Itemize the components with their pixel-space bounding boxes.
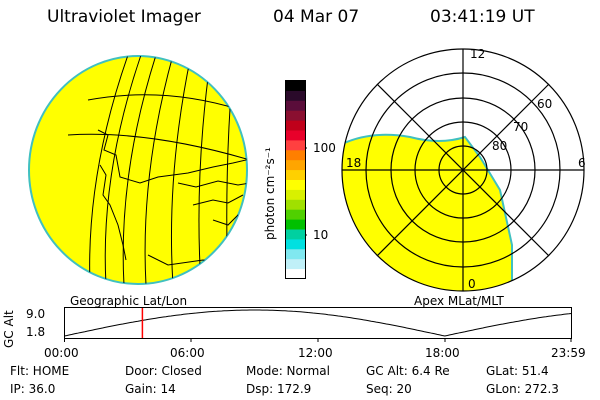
colorbar-stripe bbox=[286, 90, 305, 102]
colorbar-stripe bbox=[286, 180, 305, 191]
lat-label-80: 80 bbox=[492, 139, 508, 153]
instrument-title: Ultraviolet Imager bbox=[47, 7, 201, 27]
colorbar-tick-10: 10 bbox=[313, 228, 329, 242]
colorbar-stripe bbox=[286, 209, 305, 221]
timeline-left-label: Geographic Lat/Lon bbox=[70, 294, 188, 308]
timeline-x-tick-1200: 12:00 bbox=[298, 346, 333, 360]
altitude-curve bbox=[64, 309, 572, 337]
timeline-right-label: Apex MLat/MLT bbox=[414, 294, 504, 308]
mlt-label-12: 12 bbox=[470, 47, 486, 61]
colorbar-stripe bbox=[286, 219, 305, 230]
info-glat: GLat: 51.4 bbox=[486, 364, 549, 378]
colorbar-stripe bbox=[286, 239, 305, 250]
timeline-x-tick-0000: 00:00 bbox=[44, 346, 79, 360]
colorbar-stripe bbox=[286, 130, 305, 141]
info-gc-alt: GC Alt: 6.4 Re bbox=[366, 364, 450, 378]
colorbar-stripe bbox=[286, 259, 305, 270]
mlt-line-diag-2 bbox=[376, 83, 550, 257]
colorbar-stripe bbox=[286, 189, 305, 201]
colorbar-stripe bbox=[286, 81, 305, 92]
colorbar-unit-label: photon cm⁻²s⁻¹ bbox=[263, 147, 277, 240]
colorbar bbox=[285, 80, 307, 280]
colorbar-stripe bbox=[286, 249, 305, 260]
colorbar-stripe bbox=[286, 150, 305, 161]
geographic-image bbox=[28, 55, 248, 285]
timeline-y-tick-high: 9.0 bbox=[26, 307, 46, 321]
lat-label-60: 60 bbox=[537, 97, 553, 111]
info-flight: Flt: HOME bbox=[10, 364, 70, 378]
info-ip: IP: 36.0 bbox=[10, 382, 56, 396]
date-label: 04 Mar 07 bbox=[273, 7, 360, 27]
polar-plot bbox=[341, 48, 585, 292]
timeline-plot bbox=[64, 307, 572, 342]
colorbar-stripe bbox=[286, 120, 305, 131]
timeline-x-tick-1800: 18:00 bbox=[425, 346, 460, 360]
info-dsp: Dsp: 172.9 bbox=[246, 382, 312, 396]
timeline-y-axis-label: GC Alt bbox=[2, 310, 16, 348]
colorbar-stripe bbox=[286, 229, 305, 240]
geo-disc bbox=[28, 55, 248, 285]
mlt-label-6: 6 bbox=[578, 156, 586, 170]
colorbar-tick-100: 100 bbox=[313, 141, 336, 155]
colorbar-stripe bbox=[286, 140, 305, 151]
info-door: Door: Closed bbox=[125, 364, 202, 378]
info-gain: Gain: 14 bbox=[125, 382, 176, 396]
timeline-y-tick-low: 1.8 bbox=[26, 325, 46, 339]
info-glon: GLon: 272.3 bbox=[486, 382, 559, 396]
colorbar-stripe bbox=[286, 100, 305, 112]
aurora-region bbox=[342, 133, 513, 291]
time-label: 03:41:19 UT bbox=[430, 7, 535, 27]
colorbar-stripe bbox=[286, 160, 305, 171]
colorbar-stripe bbox=[286, 110, 305, 122]
info-mode: Mode: Normal bbox=[246, 364, 330, 378]
mlt-label-18: 18 bbox=[346, 156, 362, 170]
mlt-label-0: 0 bbox=[468, 277, 476, 291]
info-seq: Seq: 20 bbox=[366, 382, 412, 396]
colorbar-stripe bbox=[286, 199, 305, 211]
lat-label-70: 70 bbox=[513, 120, 529, 134]
colorbar-stripe bbox=[286, 269, 305, 280]
colorbar-stripe bbox=[286, 170, 305, 181]
timeline-x-tick-2359: 23:59 bbox=[551, 346, 586, 360]
timeline-x-tick-0600: 06:00 bbox=[170, 346, 205, 360]
